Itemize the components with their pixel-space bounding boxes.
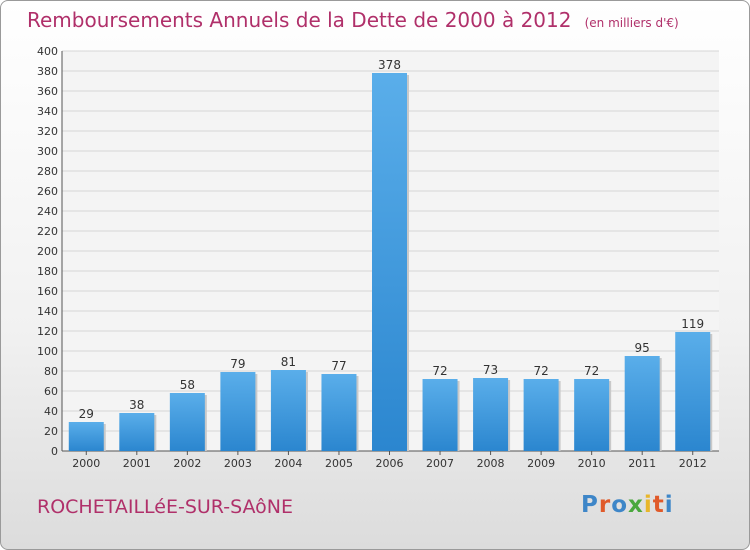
y-tick-label: 260 <box>37 185 58 198</box>
x-tick-label: 2001 <box>123 457 151 470</box>
y-tick-label: 300 <box>37 145 58 158</box>
bar-value-label: 38 <box>129 398 144 412</box>
x-tick-label: 2003 <box>224 457 252 470</box>
proxiti-logo: Proxiti <box>581 492 674 518</box>
x-tick-label: 2008 <box>477 457 505 470</box>
y-tick-label: 240 <box>37 205 58 218</box>
bar-value-label: 119 <box>681 317 704 331</box>
y-tick-label: 180 <box>37 265 58 278</box>
bar <box>523 379 559 451</box>
x-tick-label: 2007 <box>426 457 454 470</box>
bar-value-label: 58 <box>180 378 195 392</box>
bar <box>624 356 660 451</box>
y-tick-label: 220 <box>37 225 58 238</box>
bar-value-label: 72 <box>533 364 548 378</box>
x-tick-label: 2012 <box>679 457 707 470</box>
commune-name: ROCHETAILLéE-SUR-SAôNE <box>37 496 294 518</box>
bar <box>675 332 711 451</box>
y-tick-label: 340 <box>37 105 58 118</box>
y-tick-label: 120 <box>37 325 58 338</box>
chart-unit: (en milliers d'€) <box>584 16 679 30</box>
bar-value-label: 29 <box>79 407 94 421</box>
x-tick-label: 2005 <box>325 457 353 470</box>
x-tick-label: 2011 <box>628 457 656 470</box>
bar-value-label: 95 <box>635 341 650 355</box>
y-tick-label: 100 <box>37 345 58 358</box>
bar <box>574 379 610 451</box>
bar <box>321 374 357 451</box>
y-tick-label: 380 <box>37 65 58 78</box>
bar-value-label: 72 <box>432 364 447 378</box>
x-tick-label: 2002 <box>173 457 201 470</box>
y-tick-label: 140 <box>37 305 58 318</box>
bar-value-label: 77 <box>331 359 346 373</box>
bar <box>169 393 205 451</box>
y-tick-label: 20 <box>44 425 58 438</box>
y-tick-label: 80 <box>44 365 58 378</box>
x-tick-label: 2010 <box>578 457 606 470</box>
bar <box>422 379 458 451</box>
y-tick-label: 200 <box>37 245 58 258</box>
bar-value-label: 73 <box>483 363 498 377</box>
bar-value-label: 81 <box>281 355 296 369</box>
y-tick-label: 0 <box>51 445 58 458</box>
bar <box>68 422 104 451</box>
bar <box>372 73 407 451</box>
y-tick-label: 160 <box>37 285 58 298</box>
y-tick-label: 400 <box>37 45 58 58</box>
x-tick-label: 2009 <box>527 457 555 470</box>
chart-title: Remboursements Annuels de la Dette de 20… <box>27 8 572 32</box>
bar <box>473 378 509 451</box>
bar <box>270 370 306 451</box>
chart-header: Remboursements Annuels de la Dette de 20… <box>27 8 679 32</box>
bar-value-label: 79 <box>230 357 245 371</box>
bar <box>119 413 155 451</box>
y-tick-label: 60 <box>44 385 58 398</box>
y-tick-label: 280 <box>37 165 58 178</box>
x-tick-label: 2006 <box>376 457 404 470</box>
bar <box>220 372 256 451</box>
y-tick-label: 320 <box>37 125 58 138</box>
x-tick-label: 2000 <box>72 457 100 470</box>
y-tick-label: 40 <box>44 405 58 418</box>
bar-value-label: 72 <box>584 364 599 378</box>
y-tick-label: 360 <box>37 85 58 98</box>
bar-value-label: 378 <box>378 58 401 72</box>
x-tick-label: 2004 <box>274 457 302 470</box>
